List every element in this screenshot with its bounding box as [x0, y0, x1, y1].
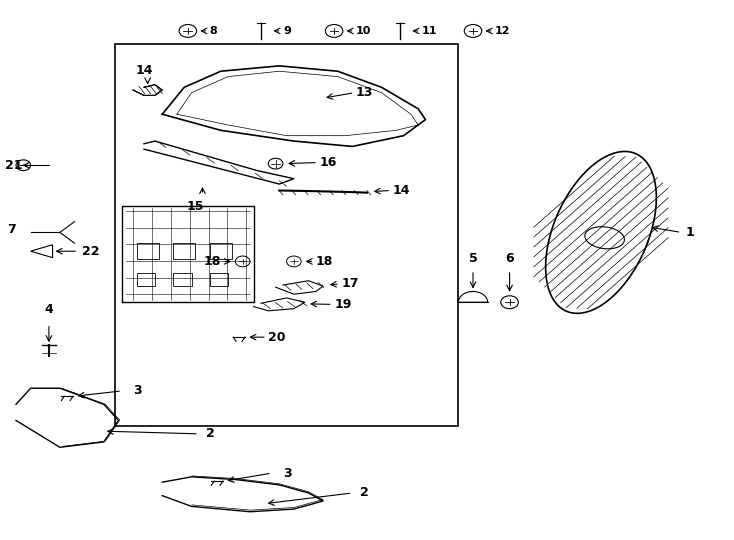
Text: 6: 6: [505, 252, 514, 265]
Bar: [115, 44, 459, 426]
Text: 2: 2: [360, 487, 368, 500]
Text: 18: 18: [316, 255, 333, 268]
Bar: [173, 273, 192, 286]
Text: 4: 4: [45, 302, 54, 316]
Text: 18: 18: [203, 255, 221, 268]
Bar: [137, 273, 155, 286]
Text: 15: 15: [186, 200, 204, 213]
Text: 21: 21: [5, 159, 23, 172]
Text: 20: 20: [269, 330, 286, 343]
Text: 14: 14: [393, 184, 410, 197]
Text: 7: 7: [7, 223, 16, 236]
Bar: [210, 243, 232, 259]
Text: 16: 16: [319, 156, 337, 169]
Text: 17: 17: [341, 278, 359, 291]
Text: 19: 19: [334, 298, 352, 311]
Text: 10: 10: [356, 26, 371, 36]
Text: 1: 1: [685, 226, 694, 239]
Text: 3: 3: [133, 384, 142, 397]
Text: 13: 13: [356, 86, 374, 99]
Text: 9: 9: [283, 26, 291, 36]
Text: 11: 11: [422, 26, 437, 36]
Text: 22: 22: [81, 245, 99, 258]
Text: 2: 2: [206, 427, 215, 440]
Text: 14: 14: [135, 64, 153, 77]
Text: 8: 8: [210, 26, 217, 36]
Text: 5: 5: [468, 252, 477, 265]
Bar: [210, 273, 228, 286]
Polygon shape: [133, 85, 162, 96]
Text: 3: 3: [283, 467, 291, 480]
Bar: [137, 243, 159, 259]
Text: 12: 12: [495, 26, 510, 36]
Bar: [173, 243, 195, 259]
